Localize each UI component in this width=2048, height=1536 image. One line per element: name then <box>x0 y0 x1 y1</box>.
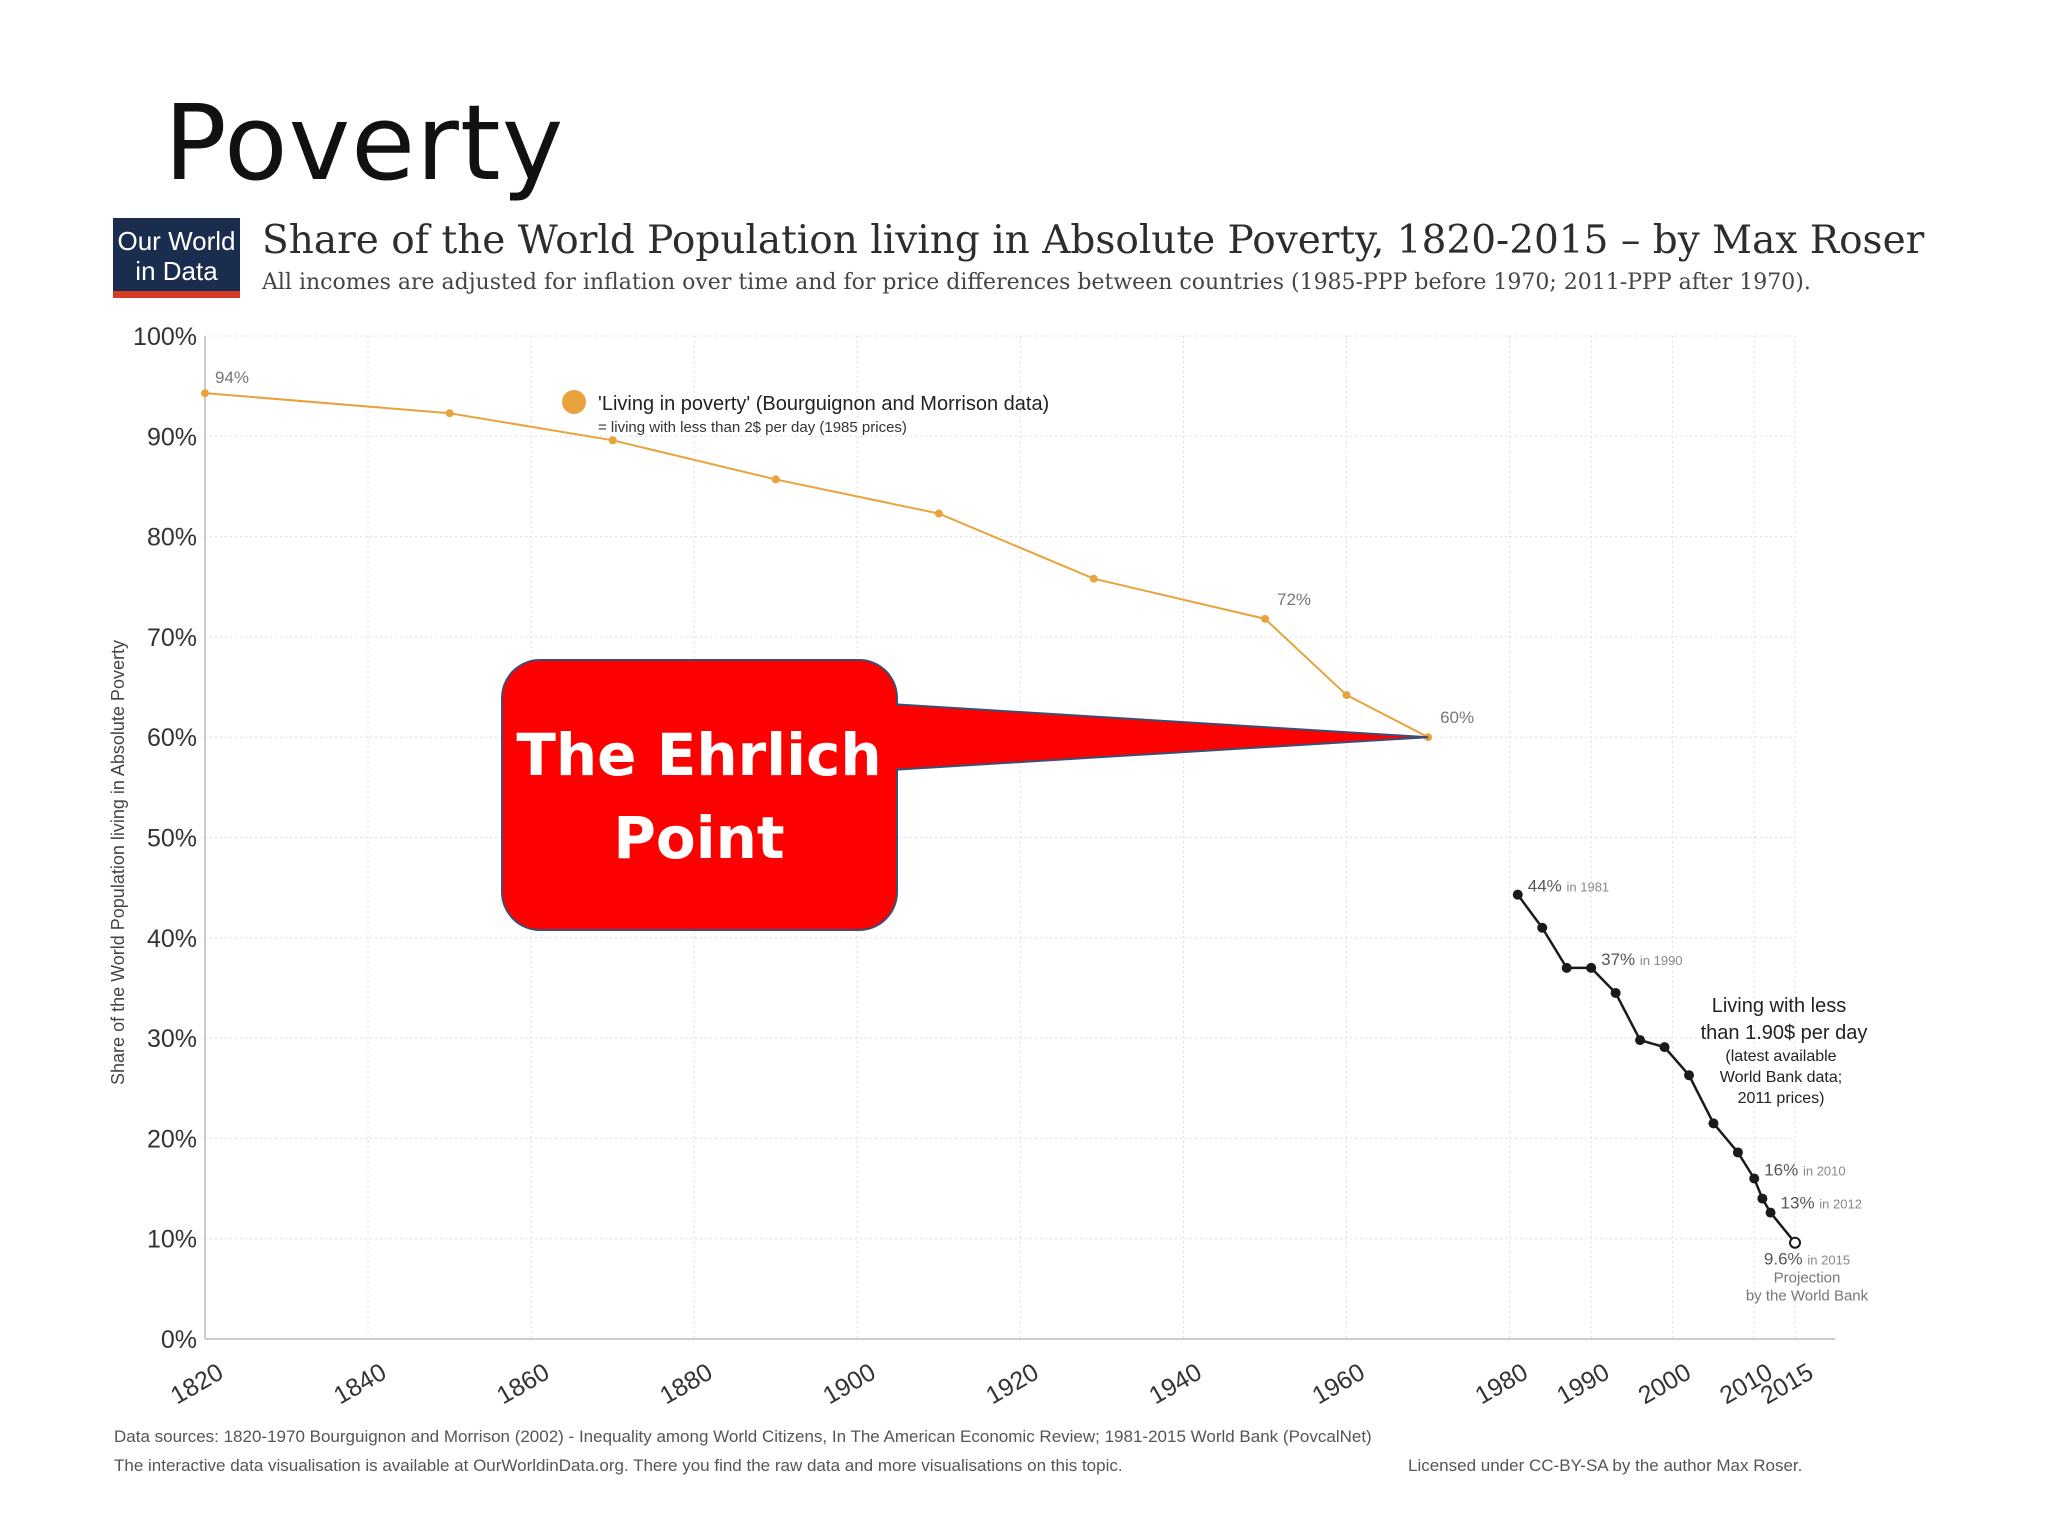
data-point <box>608 436 617 445</box>
x-tick-label: 1990 <box>1552 1358 1614 1410</box>
data-point <box>1261 614 1269 623</box>
callout-line-2: Point <box>613 804 784 872</box>
data-point <box>1708 1118 1719 1129</box>
data-point <box>1561 962 1572 973</box>
y-axis-title: Share of the World Population living in … <box>108 640 128 1085</box>
x-tick-label: 1960 <box>1307 1358 1369 1410</box>
y-tick-label: 100% <box>133 323 197 351</box>
projection-note: Projection <box>1774 1270 1841 1287</box>
x-tick-label: 1940 <box>1144 1358 1206 1410</box>
logo-line-1: Our World <box>117 226 236 256</box>
data-point <box>1684 1070 1694 1081</box>
data-point <box>1789 1236 1801 1249</box>
x-tick-label: 1980 <box>1471 1358 1533 1410</box>
footer-sources: Data sources: 1820-1970 Bourguignon and … <box>114 1427 1372 1446</box>
y-tick-label: 10% <box>147 1226 197 1254</box>
data-point <box>1512 889 1523 900</box>
slide-title: Poverty <box>164 82 565 204</box>
y-tick-label: 80% <box>147 524 197 552</box>
x-tick-label: 2000 <box>1634 1358 1696 1410</box>
data-point <box>1749 1173 1760 1184</box>
legend-series-note: = living with less than 2$ per day (1985… <box>598 419 907 436</box>
y-tick-label: 60% <box>147 724 197 752</box>
data-point <box>1659 1042 1670 1053</box>
callout-pointer <box>889 702 1429 772</box>
data-point <box>1635 1035 1646 1046</box>
x-tick-label: 1920 <box>981 1358 1043 1410</box>
y-tick-label: 50% <box>147 825 197 853</box>
series-label-note: World Bank data; <box>1720 1069 1842 1086</box>
legend-series-name: 'Living in poverty' (Bourguignon and Mor… <box>598 393 1049 415</box>
callout-box <box>501 659 898 931</box>
point-label: 13% in 2012 <box>1781 1194 1862 1213</box>
series-label-note: (latest available <box>1725 1048 1836 1065</box>
logo-line-2: in Data <box>135 256 218 286</box>
series-label-line: than 1.90$ per day <box>1701 1022 1868 1044</box>
series-label-line: Living with less <box>1712 995 1847 1017</box>
y-tick-label: 0% <box>161 1326 197 1354</box>
data-point <box>1586 962 1597 973</box>
data-point <box>445 409 454 418</box>
data-point <box>1765 1207 1776 1218</box>
series-label-note: 2011 prices) <box>1738 1090 1825 1107</box>
x-tick-label: 1820 <box>166 1358 228 1410</box>
point-label: 94% <box>215 368 249 387</box>
y-tick-label: 40% <box>147 925 197 953</box>
callout-joint <box>885 706 899 768</box>
point-label: 37% in 1990 <box>1601 950 1682 969</box>
data-point <box>201 389 209 398</box>
y-tick-label: 20% <box>147 1125 197 1153</box>
x-tick-label: 1900 <box>818 1358 880 1410</box>
point-label: 44% in 1981 <box>1528 877 1609 896</box>
data-point <box>1610 987 1621 998</box>
projection-note: by the World Bank <box>1746 1288 1869 1305</box>
chart-title: Share of the World Population living in … <box>262 218 1925 263</box>
y-tick-label: 70% <box>147 624 197 652</box>
y-tick-label: 90% <box>147 423 197 451</box>
data-point <box>1732 1147 1743 1158</box>
point-label: 72% <box>1277 590 1311 609</box>
point-label: 60% <box>1440 708 1474 727</box>
footer-license: Licensed under CC-BY-SA by the author Ma… <box>1408 1456 1803 1475</box>
x-tick-label: 1840 <box>329 1358 391 1410</box>
x-tick-label: 1860 <box>492 1358 554 1410</box>
data-point <box>1089 574 1098 583</box>
data-point <box>1757 1193 1768 1204</box>
footer-note: The interactive data visualisation is av… <box>114 1456 1123 1475</box>
point-label: 9.6% in 2015 <box>1764 1250 1850 1269</box>
x-tick-label: 1880 <box>655 1358 717 1410</box>
chart-subtitle: All incomes are adjusted for inflation o… <box>262 270 1811 295</box>
data-point <box>771 475 780 484</box>
point-label: 16% in 2010 <box>1764 1161 1845 1180</box>
callout-line-1: The Ehrlich <box>516 721 881 789</box>
data-point <box>1342 691 1351 700</box>
legend-marker <box>562 390 586 414</box>
data-point <box>934 509 943 518</box>
y-tick-label: 30% <box>147 1025 197 1053</box>
owid-logo: Our World in Data <box>113 218 240 298</box>
data-point <box>1537 922 1548 933</box>
